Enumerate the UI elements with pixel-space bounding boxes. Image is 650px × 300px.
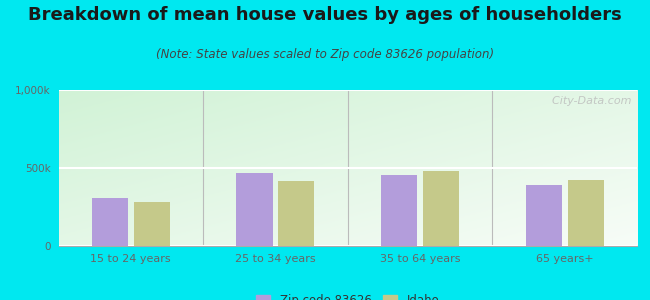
Text: Breakdown of mean house values by ages of householders: Breakdown of mean house values by ages o… — [28, 6, 622, 24]
Bar — [567, 180, 604, 246]
Bar — [134, 202, 170, 246]
Bar — [237, 173, 272, 246]
Bar — [526, 185, 562, 246]
Bar — [278, 181, 315, 246]
Bar — [92, 198, 128, 246]
Bar — [381, 175, 417, 246]
Bar — [423, 171, 459, 246]
Text: City-Data.com: City-Data.com — [545, 96, 631, 106]
Legend: Zip code 83626, Idaho: Zip code 83626, Idaho — [251, 290, 445, 300]
Text: (Note: State values scaled to Zip code 83626 population): (Note: State values scaled to Zip code 8… — [156, 48, 494, 61]
